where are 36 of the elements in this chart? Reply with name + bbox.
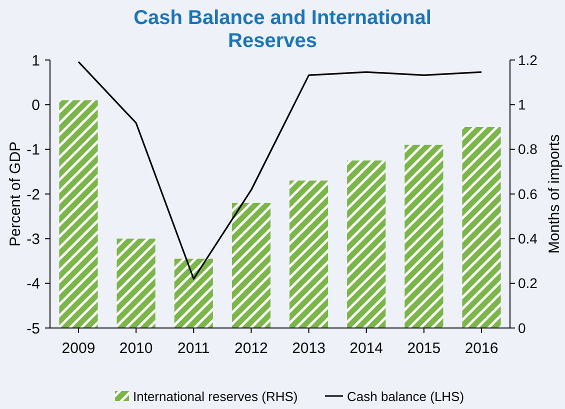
legend-label: Cash balance (LHS): [347, 389, 464, 404]
line-series: [78, 60, 482, 280]
bar: [232, 202, 270, 328]
bar: [347, 160, 386, 328]
y2-tick-label: 1.2: [518, 52, 538, 68]
y-tick-label: -3: [26, 230, 40, 248]
y2-axis-title: Months of imports: [546, 134, 563, 254]
bar: [174, 258, 213, 328]
y2-tick-label: 1: [518, 96, 526, 113]
y-tick-label: -5: [26, 320, 40, 338]
chart-title: Cash Balance and International Reserves: [134, 7, 432, 52]
bar: [116, 238, 156, 328]
bar: [59, 100, 98, 328]
y2-tick-label: 0.6: [518, 186, 538, 202]
bar: [404, 144, 444, 328]
x-tick-label: 2010: [119, 340, 153, 357]
x-tick-label: 2012: [234, 340, 268, 357]
bar: [290, 180, 328, 328]
y2-tick-label: 0.4: [518, 230, 538, 247]
x-tick-label: 2016: [464, 340, 498, 357]
legend-label: International reserves (RHS): [133, 389, 298, 404]
y-tick-label: -2: [26, 186, 40, 204]
y2-tick-label: 0.8: [518, 141, 538, 158]
y2-tick-label: 0: [518, 320, 526, 336]
y-tick-label: 1: [32, 52, 40, 70]
x-tick-label: 2013: [292, 340, 326, 357]
x-tick-label: 2014: [350, 340, 384, 357]
y-axis-title: Percent of GDP: [7, 141, 24, 247]
bar: [462, 127, 501, 328]
x-tick-label: 2011: [178, 340, 210, 357]
x-tick-label: 2009: [62, 340, 96, 357]
x-tick-label: 2015: [407, 340, 441, 357]
y-tick-label: 0: [32, 96, 40, 114]
y-tick-label: -1: [26, 142, 40, 159]
y-tick-label: -4: [26, 276, 40, 293]
y2-tick-label: 0.2: [518, 275, 538, 292]
